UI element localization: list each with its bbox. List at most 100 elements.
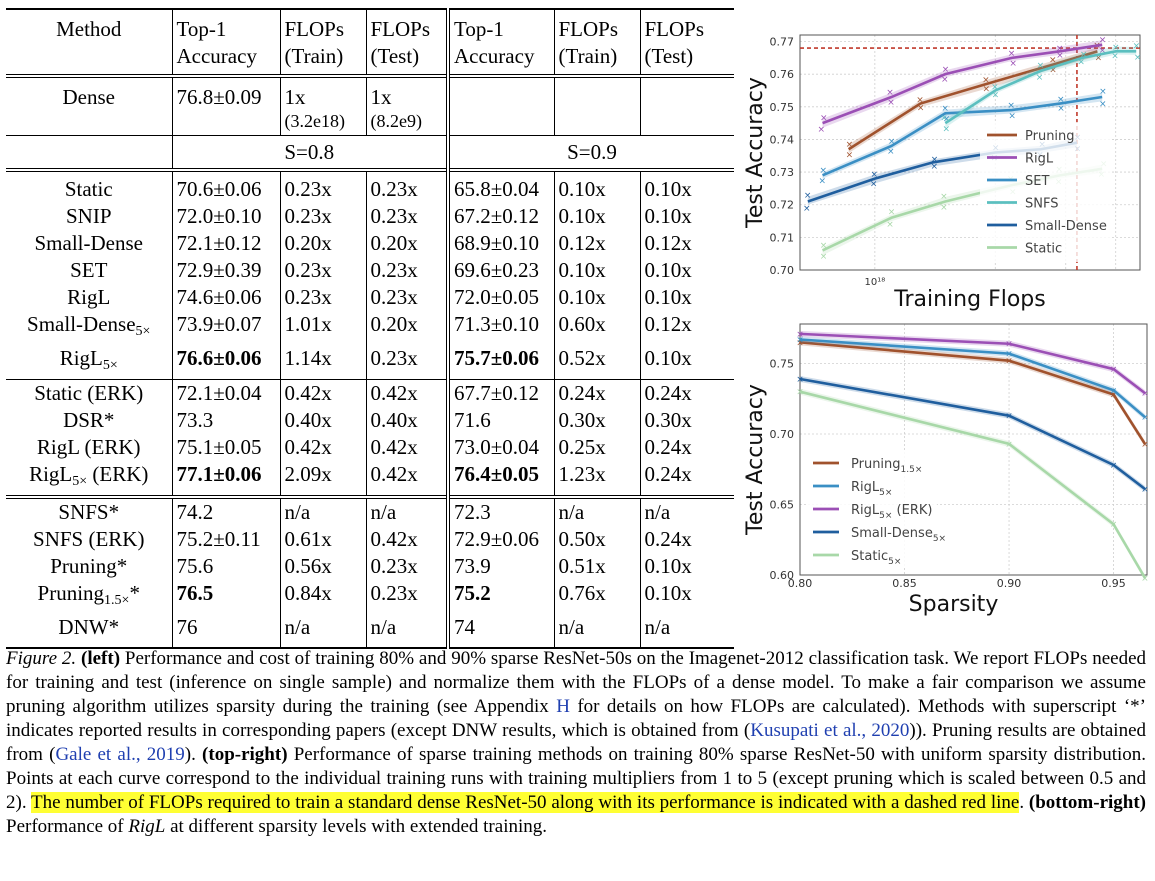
bottom-point-rigl5-erk: × bbox=[796, 330, 804, 340]
top-point-small-dense: × bbox=[870, 179, 878, 189]
bottom-legend-sub: 5× bbox=[933, 534, 946, 544]
top-point-snfs: × bbox=[1112, 43, 1120, 53]
caption-text-2: for details on how FLOPs are calculated)… bbox=[6, 696, 1146, 741]
row-snfs-erk-flops-test-s09: 0.24x bbox=[639, 526, 734, 553]
row-static-flops-test-s09: 0.10x bbox=[639, 168, 734, 203]
top-point-snfs: × bbox=[1036, 73, 1044, 83]
top-point-rigl: × bbox=[1056, 44, 1064, 54]
row-rigl-top1-s08: 74.6±0.06 bbox=[171, 284, 280, 311]
top-point-rigl: × bbox=[820, 113, 828, 123]
header-flops-train-s09: FLOPs (Train) bbox=[553, 8, 640, 76]
row-set-top1-s08: 72.9±0.39 bbox=[171, 257, 280, 284]
row-static-erk-flops-test-s09: 0.24x bbox=[639, 379, 734, 407]
row-rigl-5-method: RigL5× bbox=[59, 346, 118, 373]
row-rigl-flops-train-s09: 0.10x bbox=[553, 284, 640, 311]
bottom-point-rigl5: × bbox=[796, 336, 804, 346]
row-dsr-top1-s08: 73.3 bbox=[171, 407, 280, 434]
row-pruning-top1-s09: 73.9 bbox=[446, 553, 554, 580]
caption-text-1: Performance and cost of training 80% and… bbox=[6, 648, 1147, 717]
citation-kusupati-link[interactable]: Kusupati et al., 2020 bbox=[750, 720, 910, 741]
row-snfs-erk-top1-s09: 72.9±0.06 bbox=[446, 526, 554, 553]
sparsity-empty bbox=[6, 135, 172, 170]
bottom-point-rigl5: × bbox=[1110, 386, 1118, 396]
citation-gale-link[interactable]: Gale et al., 2019 bbox=[55, 744, 185, 765]
caption-top-right-label: (top-right) bbox=[202, 744, 288, 765]
top-point-snfs: × bbox=[940, 114, 948, 124]
bottom-legend-label-static5: Static5× bbox=[851, 549, 901, 567]
row-snip-top1-s08: 72.0±0.10 bbox=[171, 203, 280, 230]
top-point-pruning: × bbox=[917, 104, 925, 114]
row-static-erk-method: Static (ERK) bbox=[6, 379, 172, 407]
row-rigl-erk-flops-test-s08: 0.42x bbox=[365, 434, 448, 461]
row-snip-method: SNIP bbox=[65, 204, 112, 228]
bottom-legend-label-pruning1-5: Pruning1.5× bbox=[851, 457, 922, 475]
row-rigl-5-erk-top1-s09: 76.4±0.05 bbox=[446, 461, 554, 497]
top-point-small-dense: × bbox=[870, 170, 878, 180]
top-point-pruning: × bbox=[916, 96, 924, 106]
top-point-snfs: × bbox=[1080, 50, 1088, 60]
row-snfs-erk-flops-test-s08: 0.42x bbox=[365, 526, 448, 553]
bottom-legend-name: Pruning bbox=[851, 457, 901, 472]
row-set-top1-s09: 69.6±0.23 bbox=[446, 257, 554, 284]
bottom-ytick-label: 0.65 bbox=[770, 498, 795, 511]
row-pruning-flops-train-s08: 0.56x bbox=[279, 553, 366, 580]
bottom-xtick-label: 0.80 bbox=[788, 577, 813, 590]
top-point-small-dense: × bbox=[930, 162, 938, 172]
row-rigl-erk-method: RigL (ERK) bbox=[36, 435, 141, 459]
header-flops-train-s08: FLOPs (Train) bbox=[279, 8, 366, 76]
top-point-pruning: × bbox=[1049, 65, 1057, 75]
top-point-static: × bbox=[886, 220, 894, 230]
row-snfs-top1-s09: 72.3 bbox=[446, 495, 554, 526]
top-point-set: × bbox=[819, 177, 827, 187]
bottom-x-axis-label: Sparsity bbox=[909, 592, 999, 617]
bottom-point-pruning1-5: × bbox=[1005, 357, 1013, 367]
bottom-legend-name: Small-Dense bbox=[851, 526, 933, 541]
caption-text-8: at different sparsity levels with extend… bbox=[165, 816, 547, 837]
appendix-link[interactable]: H bbox=[556, 696, 570, 717]
top-point-snfs: × bbox=[1134, 53, 1142, 63]
row-rigl-erk-top1-s08: 75.1±0.05 bbox=[171, 434, 280, 461]
top-line-snfs bbox=[944, 50, 1137, 125]
row-dnw-method: DNW* bbox=[6, 614, 172, 649]
row-static-erk-top1-s09: 67.7±0.12 bbox=[446, 379, 554, 407]
row-rigl-5-erk-method: RigL5× (ERK) bbox=[29, 462, 149, 489]
top-ytick-label: 0.74 bbox=[770, 133, 795, 146]
row-set-flops-train-s09: 0.10x bbox=[553, 257, 640, 284]
bottom-xtick-label: 0.95 bbox=[1101, 577, 1126, 590]
row-rigl-5-erk-flops-train-s08: 2.09x bbox=[279, 461, 366, 497]
top-point-snfs: × bbox=[943, 125, 951, 135]
row-pruning-1-5-flops-train-s08: 0.84x bbox=[279, 580, 366, 614]
top-point-set: × bbox=[1057, 95, 1065, 105]
row-static-erk-flops-train-s08: 0.42x bbox=[279, 379, 366, 407]
top-point-set: × bbox=[1008, 111, 1016, 121]
row-small-dense-flops-test-s09: 0.12x bbox=[639, 230, 734, 257]
top-legend-box bbox=[980, 122, 1110, 262]
bottom-point-static5: × bbox=[1005, 440, 1013, 450]
bottom-point-pruning1-5: × bbox=[796, 338, 804, 348]
bottom-point-small-dense5: × bbox=[1110, 461, 1118, 471]
row-pruning-1-5-flops-test-s09: 0.10x bbox=[639, 580, 734, 614]
bottom-legend-sub: 5× bbox=[888, 557, 901, 567]
top-point-snfs: × bbox=[992, 90, 1000, 100]
top-point-rigl: × bbox=[887, 98, 895, 108]
row-rigl-5-erk-flops-test-s09: 0.24x bbox=[639, 461, 734, 497]
bottom-point-small-dense5: × bbox=[796, 375, 804, 385]
row-rigl-5-top1-s09: 75.7±0.06 bbox=[446, 345, 554, 380]
dense-accuracy: 76.8±0.09 bbox=[171, 74, 280, 136]
top-point-set: × bbox=[1099, 87, 1107, 97]
row-rigl-5-erk-top1-s08: 77.1±0.06 bbox=[171, 461, 280, 497]
top-legend-label-small-dense: Small-Dense bbox=[1025, 219, 1107, 234]
results-table: Method Top-1 Accuracy FLOPs (Train) FLOPs(… bbox=[6, 8, 734, 649]
row-rigl-flops-test-s09: 0.10x bbox=[639, 284, 734, 311]
row-pruning-method: Pruning* bbox=[50, 554, 128, 578]
caption-bottom-right-label: (bottom-right) bbox=[1028, 792, 1147, 813]
row-rigl-erk-flops-train-s09: 0.25x bbox=[553, 434, 640, 461]
bottom-ytick-label: 0.70 bbox=[770, 428, 795, 441]
bottom-point-static5: × bbox=[1141, 574, 1149, 584]
top-line-rigl bbox=[822, 43, 1103, 125]
top-point-pruning: × bbox=[846, 140, 854, 150]
row-dsr-top1-s09: 71.6 bbox=[446, 407, 554, 434]
top-line-set bbox=[822, 95, 1103, 177]
row-set-flops-test-s08: 0.23x bbox=[365, 257, 448, 284]
row-small-dense-5-flops-train-s09: 0.60x bbox=[553, 311, 640, 345]
